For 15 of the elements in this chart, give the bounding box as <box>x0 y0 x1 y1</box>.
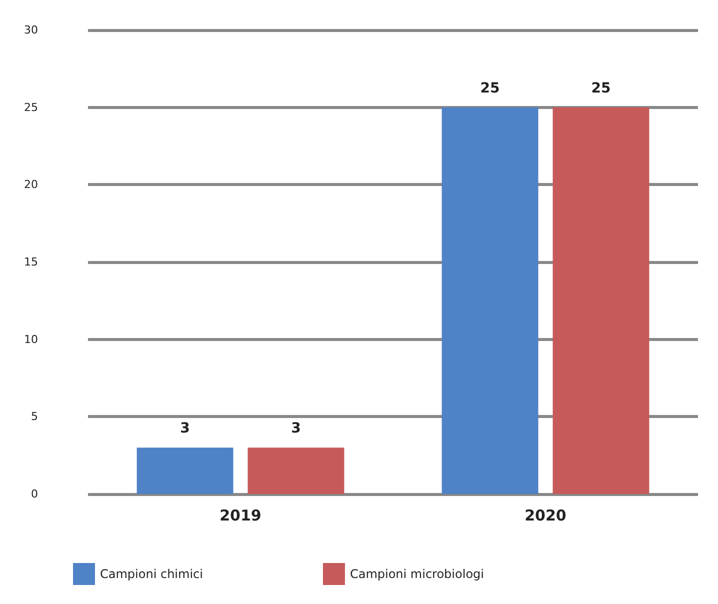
data-label: 25 <box>591 80 611 96</box>
x-tick-label: 2019 <box>220 506 262 524</box>
y-tick-label: 5 <box>31 410 38 424</box>
y-tick-label: 25 <box>24 100 38 114</box>
y-tick-label: 0 <box>31 488 38 500</box>
data-label: 3 <box>291 420 301 437</box>
y-tick-label: 10 <box>24 332 38 346</box>
y-tick-label: 30 <box>24 24 38 36</box>
x-tick-label: 2020 <box>524 506 566 524</box>
data-label: 25 <box>480 80 500 96</box>
y-tick-label: 15 <box>24 256 38 268</box>
legend-label: Campioni chimici <box>100 567 203 581</box>
legend-label: Campioni microbiologi <box>350 567 484 581</box>
data-label: 3 <box>180 420 190 437</box>
y-tick-label: 20 <box>24 178 38 192</box>
